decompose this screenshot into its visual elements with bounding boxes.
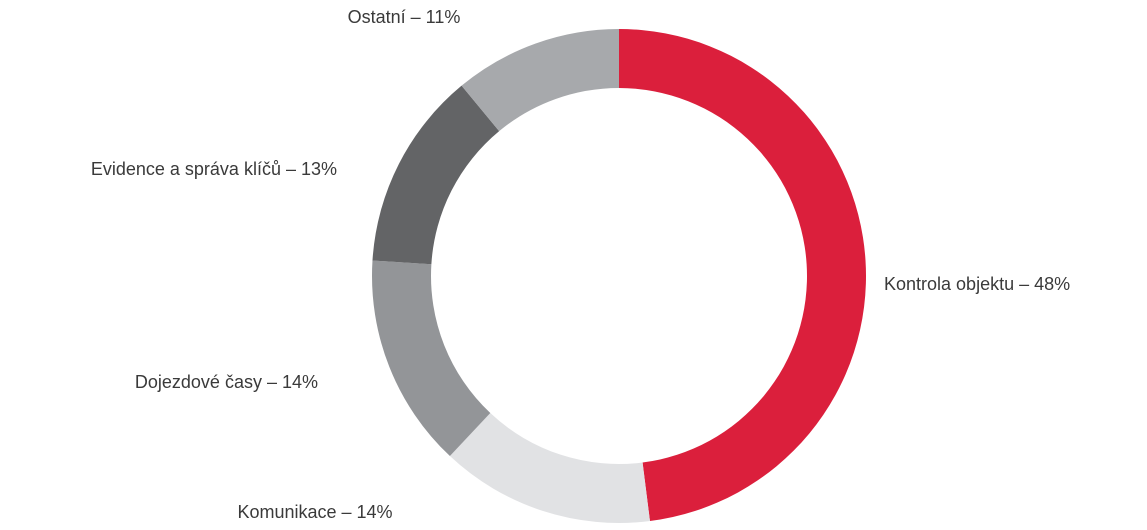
slice-label: Komunikace – 14% [237,502,392,522]
donut-slice [449,413,650,523]
slice-label: Dojezdové časy – 14% [135,372,318,392]
donut-slice [461,29,619,132]
slice-label: Evidence a správa klíčů – 13% [91,159,337,179]
slice-label: Ostatní – 11% [348,7,461,27]
donut-slice [619,29,866,522]
donut-slice [372,85,500,265]
donut-slice [372,260,491,457]
slice-label: Kontrola objektu – 48% [884,274,1070,294]
